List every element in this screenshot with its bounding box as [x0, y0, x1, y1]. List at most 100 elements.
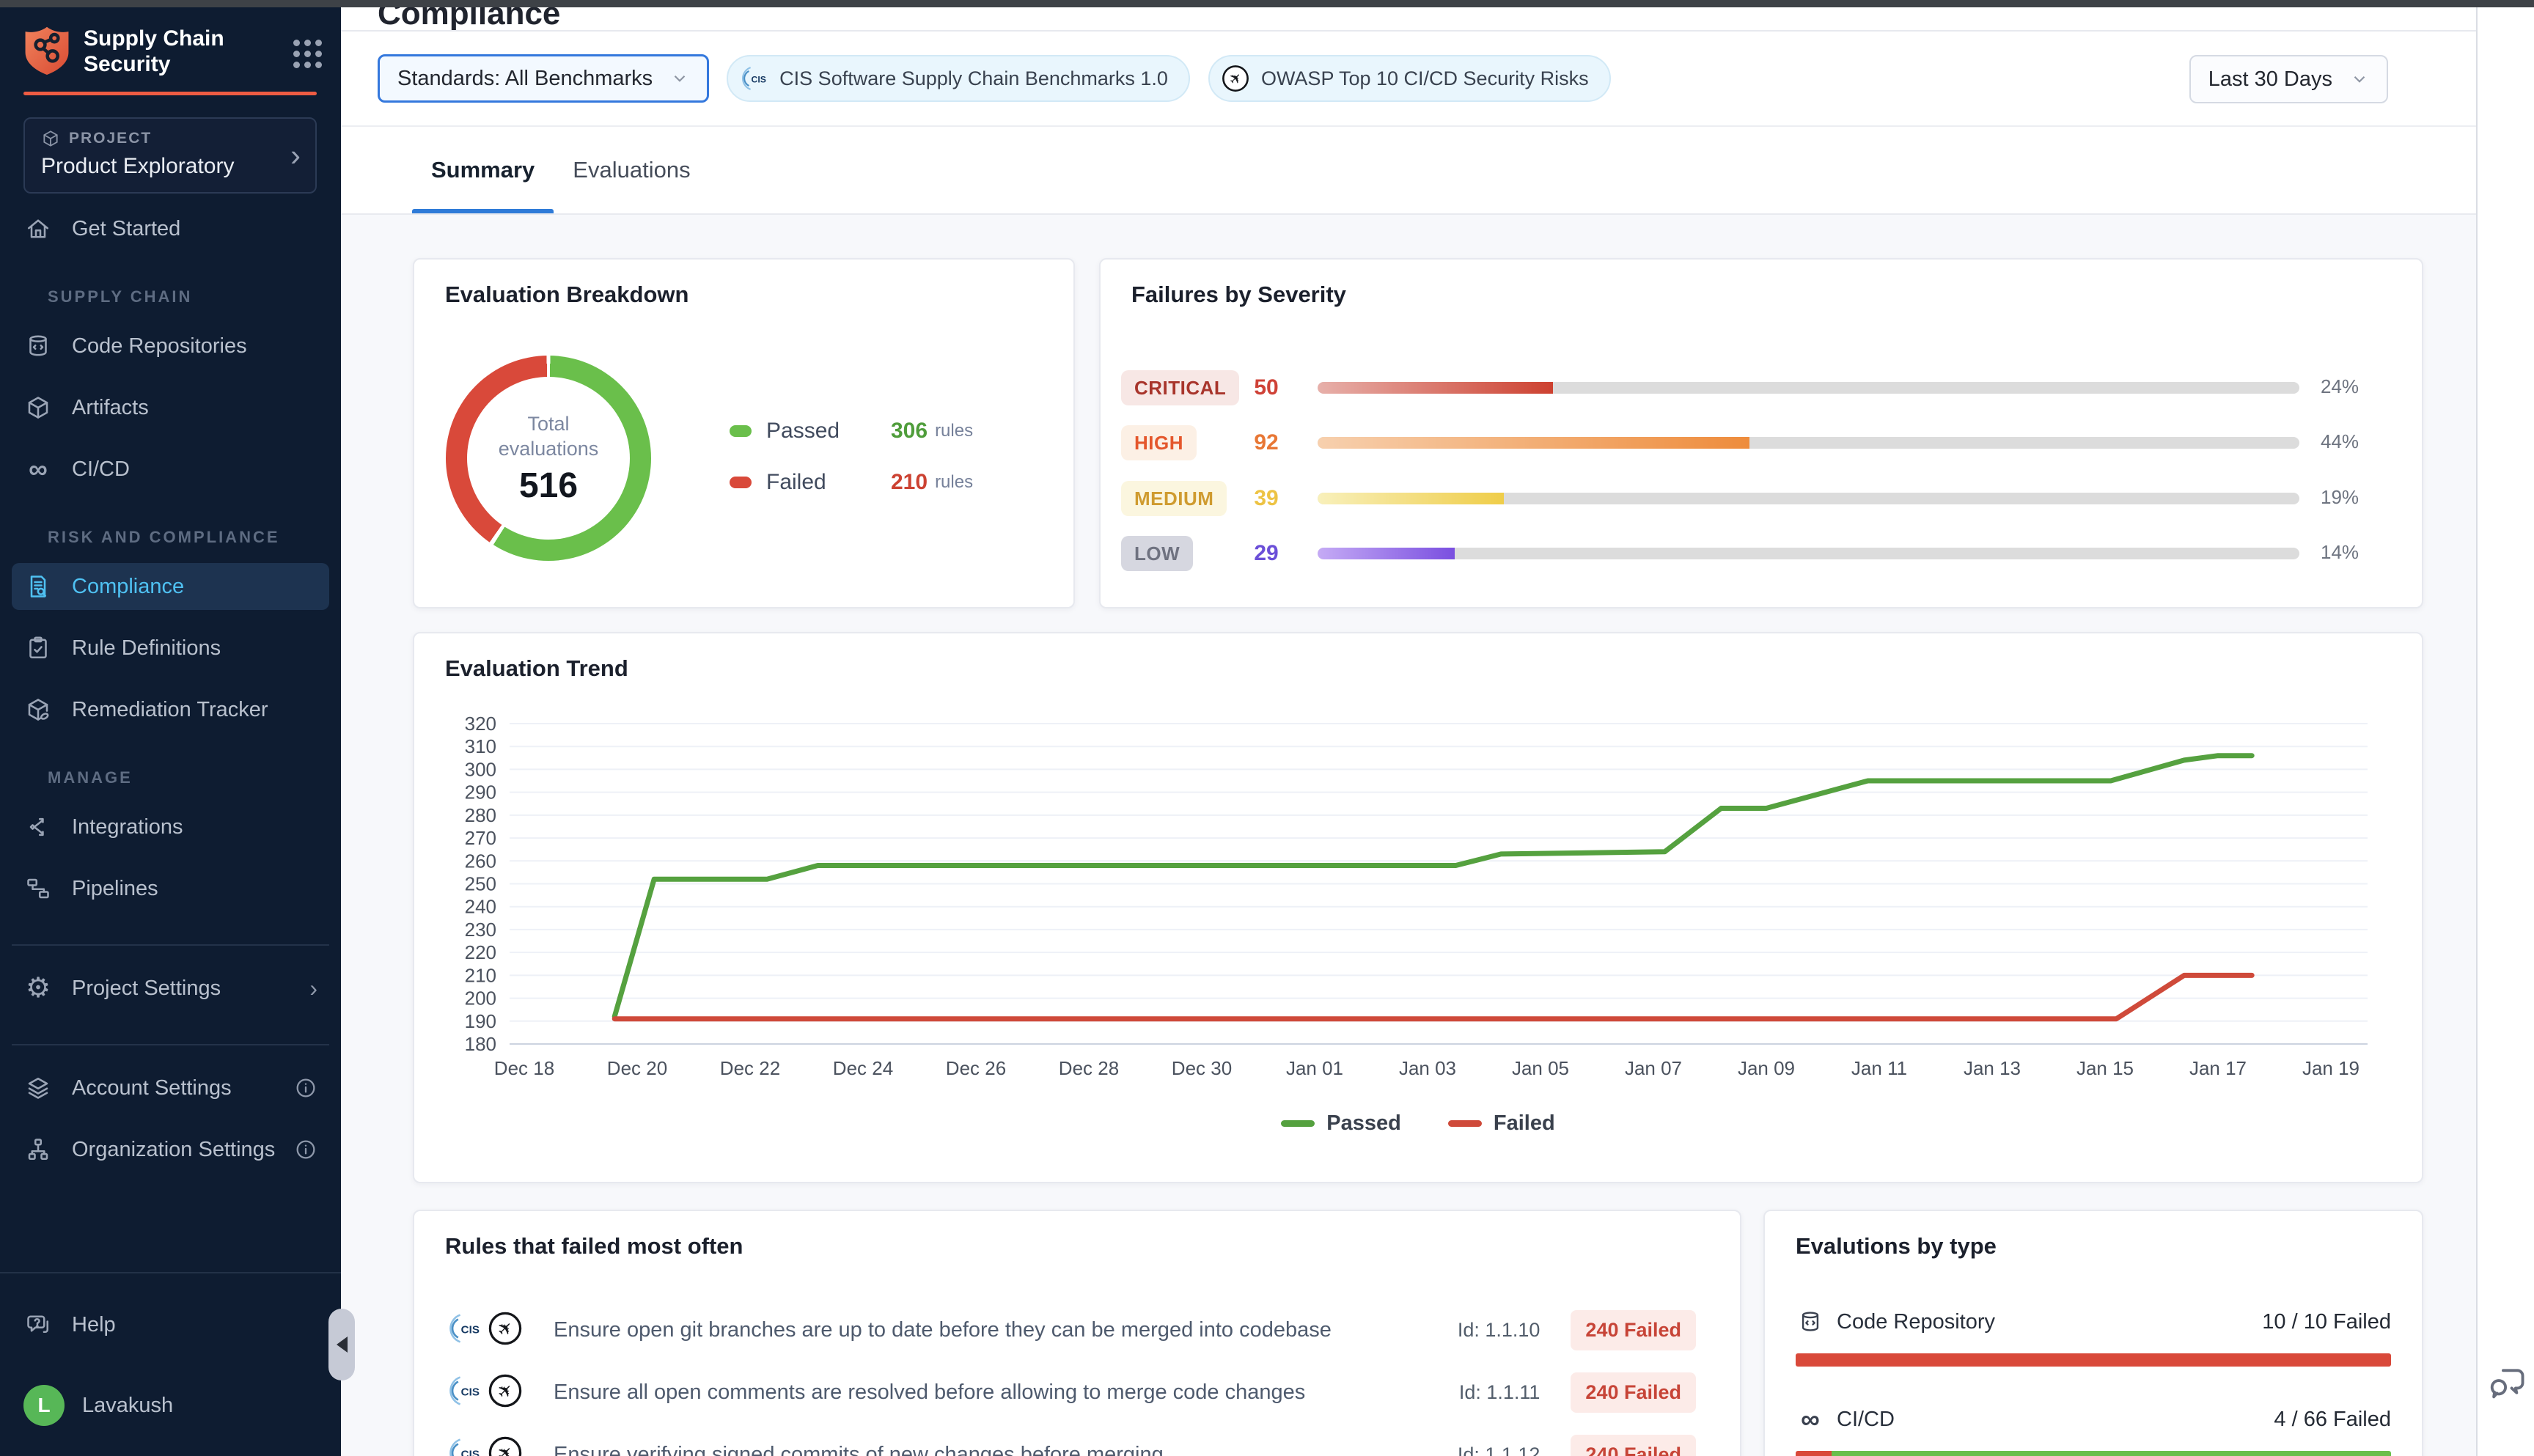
- date-range-value: Last 30 Days: [2208, 67, 2332, 92]
- card-title: Rules that failed most often: [445, 1233, 743, 1260]
- info-icon: [294, 1076, 317, 1100]
- sidebar-item-label: Code Repositories: [72, 334, 317, 359]
- sidebar-item-ci-cd[interactable]: ∞CI/CD: [12, 446, 329, 493]
- trend-legend-passed: Passed: [1281, 1111, 1401, 1136]
- chevron-down-icon: [2350, 70, 2369, 89]
- sidebar-item-label: Compliance: [72, 575, 317, 599]
- sidebar-item-code-repositories[interactable]: Code Repositories: [12, 323, 329, 369]
- rule-id: Id: 1.1.11: [1422, 1381, 1540, 1404]
- svg-text:Jan 01: Jan 01: [1286, 1057, 1343, 1079]
- infinity-icon: ∞: [1796, 1405, 1825, 1434]
- clipboard-icon: [23, 633, 53, 663]
- sidebar-item-label: Account Settings: [72, 1076, 294, 1100]
- donut-center-label: evaluations: [499, 436, 599, 461]
- svg-text:Dec 28: Dec 28: [1059, 1057, 1119, 1079]
- shield-logo-icon: [23, 25, 70, 78]
- filter-bar: Standards: All Benchmarks CIS CIS Softwa…: [341, 32, 2476, 127]
- svg-text:240: 240: [465, 896, 496, 918]
- sidebar-item-rule-definitions[interactable]: Rule Definitions: [12, 625, 329, 672]
- legend-dash-icon: [1448, 1120, 1482, 1127]
- svg-text:190: 190: [465, 1010, 496, 1032]
- sidebar-item-account-settings[interactable]: Account Settings: [12, 1065, 329, 1111]
- tab-evaluations[interactable]: Evaluations: [554, 127, 709, 213]
- page-header: Compliance: [341, 7, 2476, 32]
- sidebar-item-artifacts[interactable]: Artifacts: [12, 384, 329, 431]
- sidebar-item-compliance[interactable]: Compliance: [12, 563, 329, 610]
- sidebar-item-label: Organization Settings: [72, 1138, 294, 1162]
- svg-text:Dec 26: Dec 26: [946, 1057, 1006, 1079]
- legend-label: Failed: [1494, 1111, 1555, 1136]
- svg-text:Jan 03: Jan 03: [1399, 1057, 1456, 1079]
- layers-icon: [23, 1073, 53, 1103]
- svg-text:Jan 09: Jan 09: [1738, 1057, 1795, 1079]
- card-evaluation-breakdown: Evaluation Breakdown Total evaluations 5…: [413, 258, 1075, 608]
- type-bar: [1796, 1353, 2391, 1367]
- card-title: Evaluation Trend: [445, 655, 628, 682]
- donut-legend: Passed 306 rules Failed 210 rules: [730, 413, 973, 500]
- rule-text: Ensure verifying signed commits of new c…: [554, 1443, 1422, 1456]
- chevron-right-icon: ›: [309, 975, 317, 1002]
- svg-text:Dec 18: Dec 18: [494, 1057, 554, 1079]
- cis-logo-icon: CIS: [445, 1309, 483, 1351]
- trend-line-chart: 1801902002102202302402502602702802903003…: [414, 694, 2425, 1108]
- type-bar: [1796, 1451, 2391, 1456]
- legend-value: 306: [891, 419, 928, 444]
- date-range-select[interactable]: Last 30 Days: [2189, 55, 2388, 103]
- card-evaluation-trend: Evaluation Trend 18019020021022023024025…: [413, 632, 2423, 1183]
- benchmark-chip-owasp[interactable]: ✈ OWASP Top 10 CI/CD Security Risks: [1208, 55, 1611, 102]
- legend-dash-icon: [1281, 1120, 1315, 1127]
- svg-text:210: 210: [465, 964, 496, 986]
- sidebar-item-get-started[interactable]: Get Started: [12, 205, 329, 252]
- benchmark-chip-cis[interactable]: CIS CIS Software Supply Chain Benchmarks…: [727, 55, 1190, 102]
- page-title: Compliance: [378, 7, 560, 32]
- sidebar-nav: Get StartedSUPPLY CHAINCode Repositories…: [0, 205, 341, 1188]
- legend-unit: rules: [935, 472, 973, 493]
- severity-bar-track: [1318, 382, 2299, 394]
- project-selector[interactable]: PROJECT Product Exploratory ›: [23, 117, 317, 194]
- sidebar-item-label: Rule Definitions: [72, 636, 317, 661]
- severity-pill: CRITICAL: [1121, 370, 1239, 405]
- svg-text:280: 280: [465, 804, 496, 826]
- owasp-logo-icon: ✈: [1220, 63, 1251, 94]
- svg-text:250: 250: [465, 873, 496, 895]
- cube-icon: [41, 129, 60, 148]
- org-icon: [23, 1135, 53, 1164]
- standards-select[interactable]: Standards: All Benchmarks: [378, 54, 709, 103]
- sidebar-item-integrations[interactable]: Integrations: [12, 804, 329, 850]
- rule-row[interactable]: CIS✈Ensure open git branches are up to d…: [445, 1306, 1696, 1353]
- chevron-down-icon: [670, 69, 689, 88]
- sidebar: Supply Chain Security PROJECT Product Ex…: [0, 7, 341, 1456]
- app-window: Supply Chain Security PROJECT Product Ex…: [0, 0, 2534, 1456]
- severity-pill: MEDIUM: [1121, 481, 1227, 516]
- legend-unit: rules: [935, 421, 973, 441]
- project-label: PROJECT: [69, 130, 152, 147]
- user-menu[interactable]: LLavakush: [12, 1382, 329, 1429]
- sidebar-item-project-settings[interactable]: ⚙Project Settings›: [12, 965, 329, 1012]
- rule-row[interactable]: CIS✈Ensure verifying signed commits of n…: [445, 1431, 1696, 1456]
- avatar: L: [23, 1385, 65, 1426]
- sidebar-item-pipelines[interactable]: Pipelines: [12, 865, 329, 912]
- right-side-strip: [2476, 7, 2534, 1456]
- tab-summary[interactable]: Summary: [412, 127, 554, 213]
- failed-count-badge: 240 Failed: [1571, 1435, 1696, 1456]
- sidebar-item-label: Remediation Tracker: [72, 698, 317, 722]
- card-evaluations-by-type: Evalutions by type Code Repository10 / 1…: [1763, 1210, 2423, 1456]
- sidebar-item-label: Pipelines: [72, 877, 317, 901]
- sidebar-divider: [12, 1044, 329, 1045]
- chat-help-icon[interactable]: [2486, 1361, 2529, 1403]
- svg-text:310: 310: [465, 735, 496, 757]
- rule-row[interactable]: CIS✈Ensure all open comments are resolve…: [445, 1369, 1696, 1416]
- svg-text:200: 200: [465, 988, 496, 1010]
- severity-percent: 24%: [2321, 375, 2359, 398]
- rule-id: Id: 1.1.12: [1422, 1444, 1540, 1456]
- sidebar-item-organization-settings[interactable]: Organization Settings: [12, 1126, 329, 1173]
- trend-legend-failed: Failed: [1448, 1111, 1555, 1136]
- severity-row-medium: MEDIUM3919%: [1101, 481, 2422, 516]
- severity-percent: 14%: [2321, 541, 2359, 564]
- apps-grid-icon[interactable]: [293, 40, 322, 68]
- sidebar-item-remediation-tracker[interactable]: Remediation Tracker: [12, 686, 329, 733]
- severity-pill: LOW: [1121, 536, 1193, 571]
- sidebar-item-help[interactable]: Help: [12, 1301, 329, 1348]
- type-label: CI/CD: [1837, 1408, 2274, 1432]
- sidebar-collapse-handle[interactable]: [328, 1309, 355, 1380]
